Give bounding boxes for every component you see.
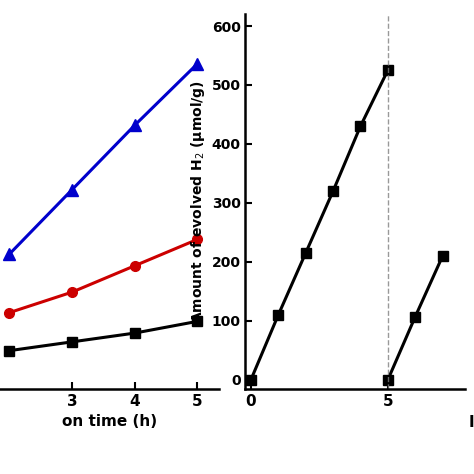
Y-axis label: Amount of evolved H$_2$ (μmol/g): Amount of evolved H$_2$ (μmol/g) — [190, 80, 208, 323]
X-axis label: on time (h): on time (h) — [62, 414, 157, 429]
Text: Irr: Irr — [469, 415, 474, 430]
